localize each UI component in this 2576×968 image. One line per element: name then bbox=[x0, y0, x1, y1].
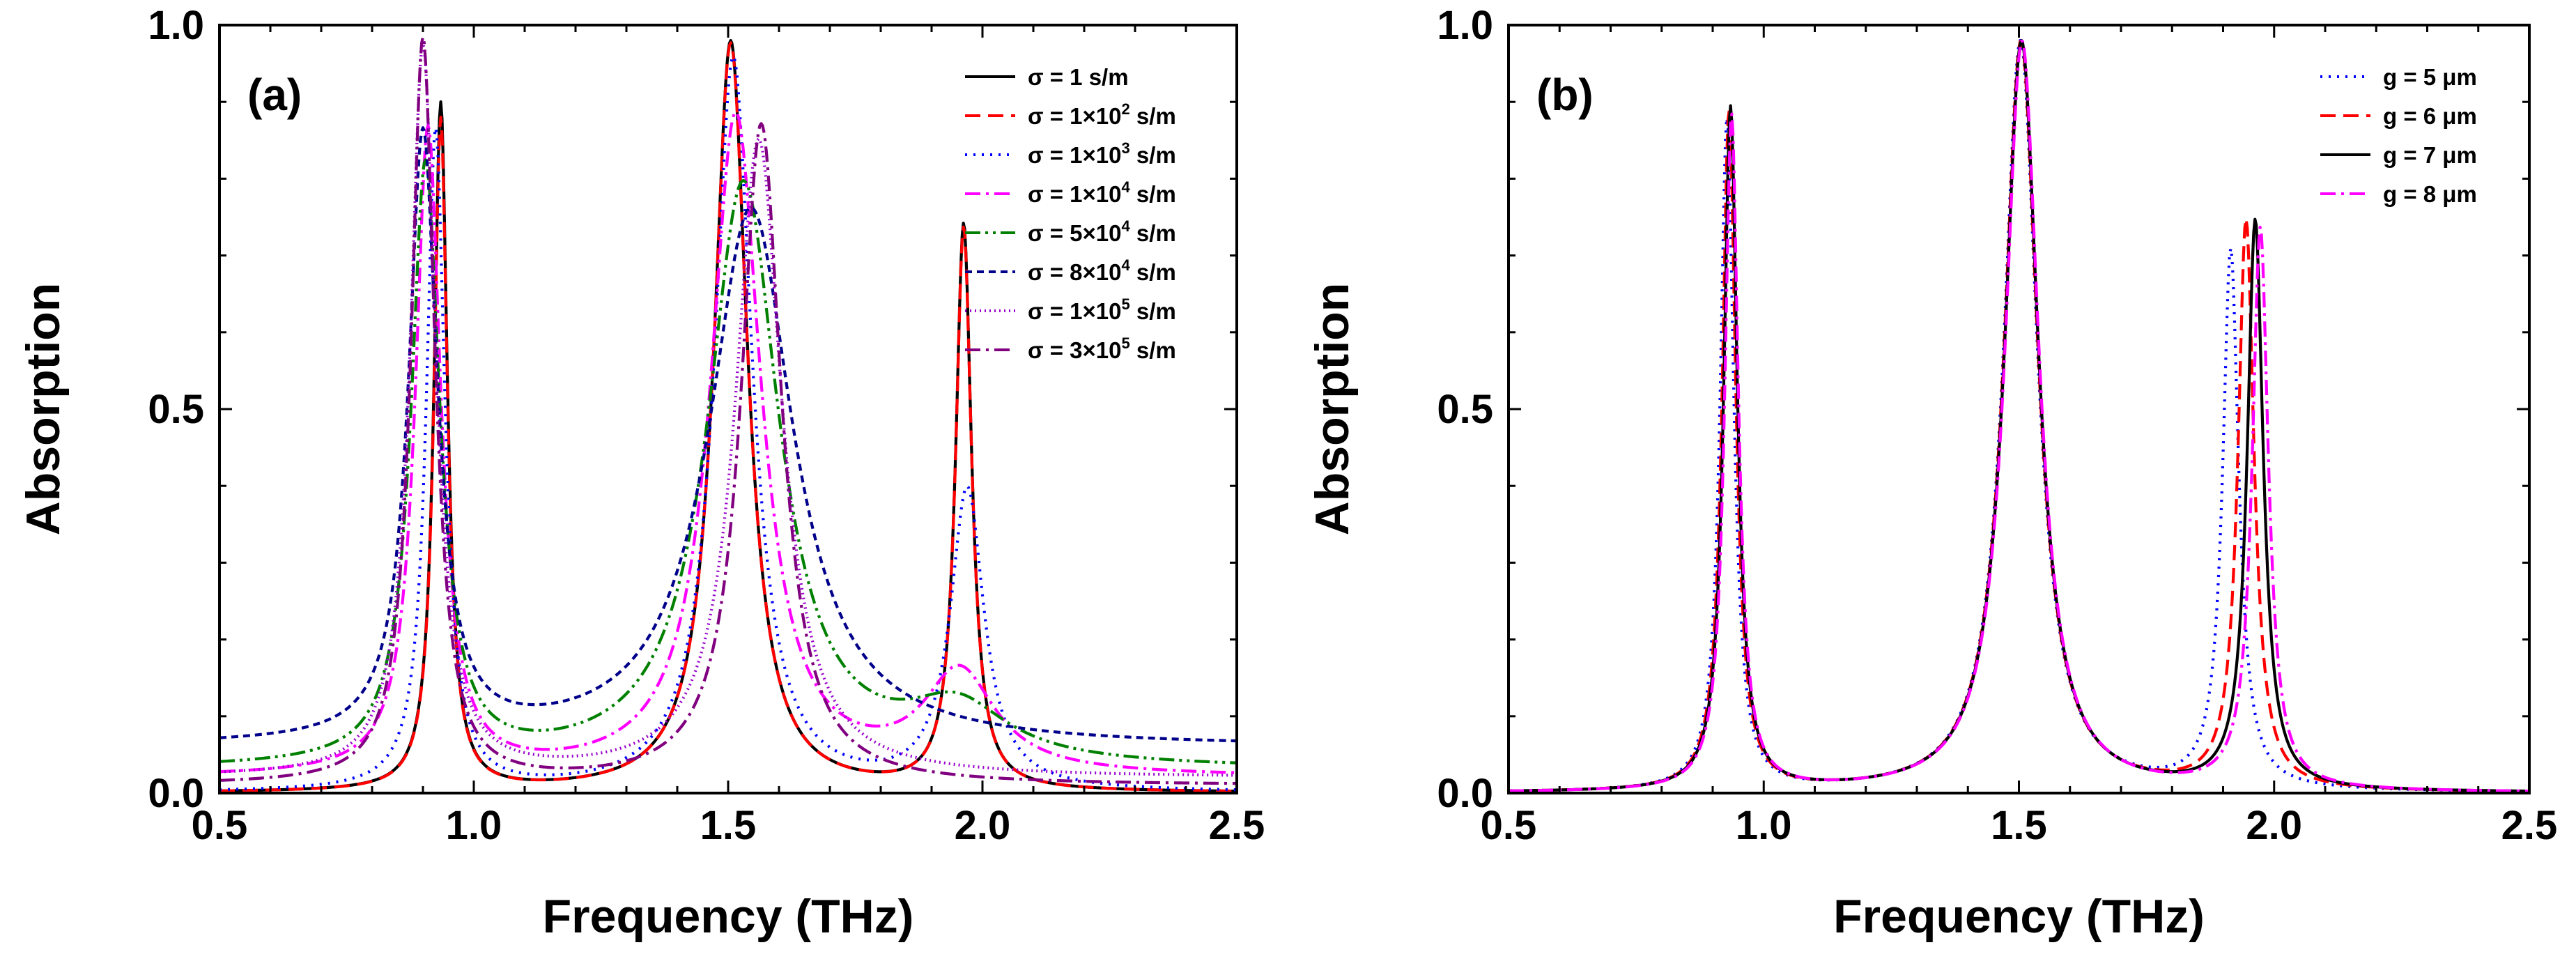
y-axis-title: Absorption bbox=[17, 283, 70, 536]
series-line-3 bbox=[1509, 38, 2529, 793]
x-tick-label: 0.5 bbox=[192, 803, 248, 848]
series-line-1 bbox=[1509, 38, 2529, 793]
legend-entry: g = 5 μm bbox=[2383, 64, 2477, 90]
x-tick-label: 2.0 bbox=[955, 803, 1011, 848]
y-tick-label: 0.5 bbox=[1437, 387, 1493, 432]
y-tick-label: 0.0 bbox=[148, 771, 204, 816]
series-line-8 bbox=[219, 36, 1237, 785]
y-tick-label: 1.0 bbox=[1437, 3, 1493, 48]
legend-entry: σ = 1×105 s/m bbox=[1028, 295, 1176, 324]
legend-entry: g = 8 μm bbox=[2383, 181, 2477, 207]
series-line-5 bbox=[219, 158, 1237, 765]
panel-label: (a) bbox=[247, 70, 302, 120]
series-group bbox=[219, 36, 1237, 793]
legend-entry: σ = 8×104 s/m bbox=[1028, 256, 1176, 285]
x-tick-label: 2.5 bbox=[1209, 803, 1265, 848]
series-line-2 bbox=[219, 41, 1237, 793]
x-tick-label: 0.5 bbox=[1481, 803, 1537, 848]
series-line-4 bbox=[219, 110, 1237, 774]
series-line-2 bbox=[1509, 39, 2529, 793]
legend-entry: σ = 1×103 s/m bbox=[1028, 139, 1176, 168]
series-line-6 bbox=[219, 126, 1237, 743]
x-tick-label: 2.0 bbox=[2246, 803, 2302, 848]
legend-entry: σ = 1 s/m bbox=[1028, 64, 1129, 90]
legend-entry: σ = 3×105 s/m bbox=[1028, 335, 1176, 363]
x-tick-label: 1.0 bbox=[1736, 803, 1792, 848]
x-axis-title: Frequency (THz) bbox=[1833, 890, 2205, 943]
x-axis-title: Frequency (THz) bbox=[543, 890, 914, 943]
x-tick-label: 2.5 bbox=[2501, 803, 2558, 848]
y-axis-title: Absorption bbox=[1306, 283, 1359, 536]
y-tick-label: 1.0 bbox=[148, 3, 204, 48]
series-line-4 bbox=[1509, 39, 2529, 793]
legend-entry: g = 6 μm bbox=[2383, 103, 2477, 129]
y-tick-label: 0.0 bbox=[1437, 771, 1493, 816]
x-tick-label: 1.5 bbox=[1991, 803, 2047, 848]
legend-entry: σ = 1×104 s/m bbox=[1028, 178, 1176, 207]
y-tick-label: 0.5 bbox=[148, 387, 204, 432]
legend-entry: σ = 5×104 s/m bbox=[1028, 217, 1176, 246]
legend-entry: σ = 1×102 s/m bbox=[1028, 100, 1176, 129]
x-tick-label: 1.5 bbox=[700, 803, 757, 848]
legend: σ = 1 s/m σ = 1×102 s/m σ = 1×103 s/m σ = 1… bbox=[965, 64, 1176, 363]
panel-label: (b) bbox=[1536, 70, 1594, 120]
legend: g = 5 μm g = 6 μm g = 7 μm g = 8 μm bbox=[2320, 64, 2477, 207]
x-tick-label: 1.0 bbox=[446, 803, 502, 848]
legend-entry: g = 7 μm bbox=[2383, 142, 2477, 168]
plot-frame bbox=[1507, 24, 2531, 794]
series-group bbox=[1509, 38, 2529, 793]
